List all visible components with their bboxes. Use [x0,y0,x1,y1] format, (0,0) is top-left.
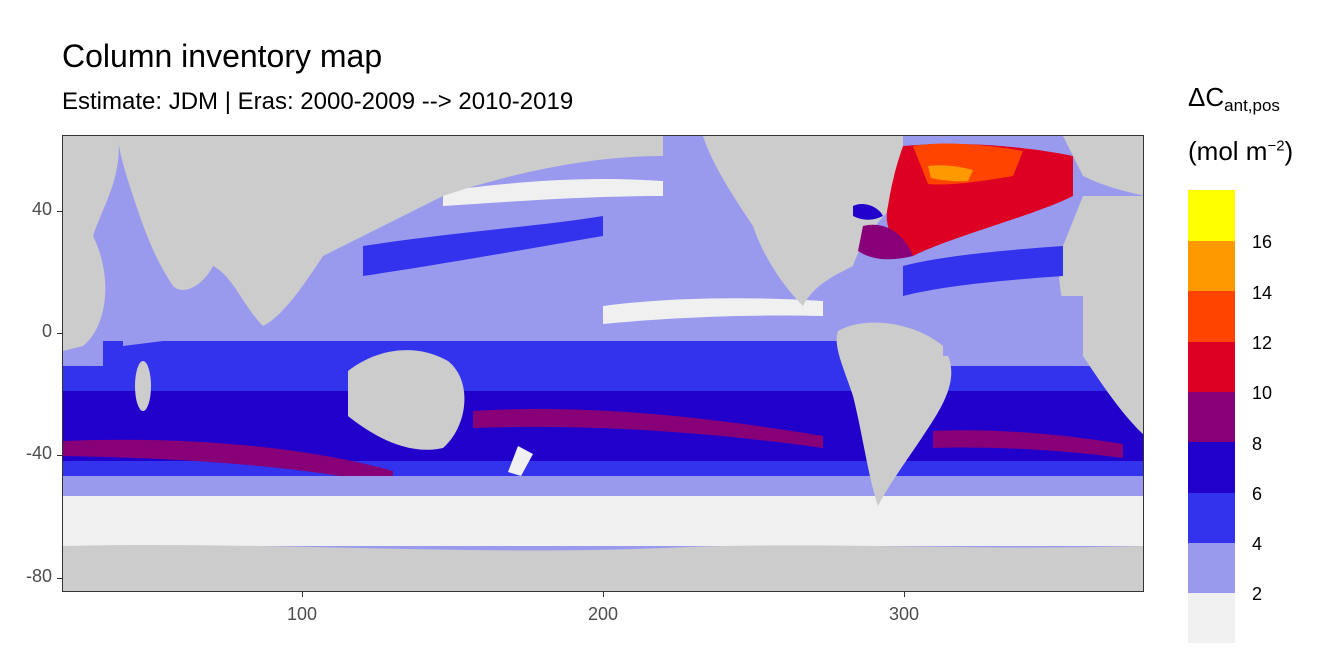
ocean-map [63,136,1143,591]
legend-swatch [1188,290,1235,342]
legend-break-label: 10 [1252,383,1273,404]
madagascar [135,361,151,411]
legend-break-label: 16 [1252,232,1273,253]
atlantic-south-8-10 [933,430,1123,458]
greenland-east [1063,136,1143,196]
south-america [836,322,952,506]
x-tick-mark [302,592,303,597]
legend-swatch [1188,340,1235,392]
tropical-band [103,341,883,391]
x-tick-mark [603,592,604,597]
north-pacific-white [443,179,663,206]
antarctic-white [63,496,1143,546]
legend-swatch [1188,592,1235,644]
legend-break-label: 14 [1252,282,1273,303]
australia [348,350,465,450]
gulf-stream-8-10 [858,224,913,260]
equatorial-atlantic [943,296,1083,356]
north-atlantic-6-8 [853,204,883,220]
equatorial-pacific-white [603,298,823,324]
legend-swatch [1188,542,1235,594]
africa [63,136,119,351]
legend-unit: (mol m−2) [1188,136,1294,166]
x-tick-label: 300 [888,604,920,624]
legend-break-label: 2 [1252,584,1263,605]
y-tick-mark [57,211,62,212]
map-subtitle: Estimate: JDM | Eras: 2000-2009 --> 2010… [62,88,574,115]
y-tick-mark [57,578,62,579]
y-tick-mark [57,333,62,334]
legend-swatch [1188,190,1235,241]
legend-swatch [1188,240,1235,292]
y-tick-label: -40 [25,443,52,463]
y-tick-mark [57,455,62,456]
legend-break-label: 4 [1252,534,1263,555]
legend-swatch [1188,391,1235,443]
north-america [703,136,903,306]
new-zealand [508,446,533,476]
map-panel [62,135,1144,592]
legend-break-label: 6 [1252,483,1263,504]
y-tick-label: 40 [31,199,52,219]
legend-swatch [1188,441,1235,493]
indian-ocean-8-10 [63,439,393,486]
x-tick-label: 100 [286,604,318,624]
x-tick-mark [904,592,905,597]
north-pacific-band [363,216,603,276]
map-title: Column inventory map [62,38,383,74]
north-atlantic-14-16 [928,165,973,182]
y-tick-label: -80 [25,566,52,586]
x-tick-label: 200 [587,604,619,624]
arabian-sea [123,246,203,346]
subtropical-atlantic [903,246,1063,296]
legend-break-label: 8 [1252,433,1263,454]
europe-africa-east [1059,196,1143,435]
pacific-south-8-10 [473,408,823,448]
y-tick-label: 0 [41,321,52,341]
eurasia [118,136,663,326]
antarctica [63,544,1143,591]
legend-swatch [1188,491,1235,543]
legend-break-label: 12 [1252,332,1273,353]
legend-title: ΔCant,pos [1188,82,1280,115]
